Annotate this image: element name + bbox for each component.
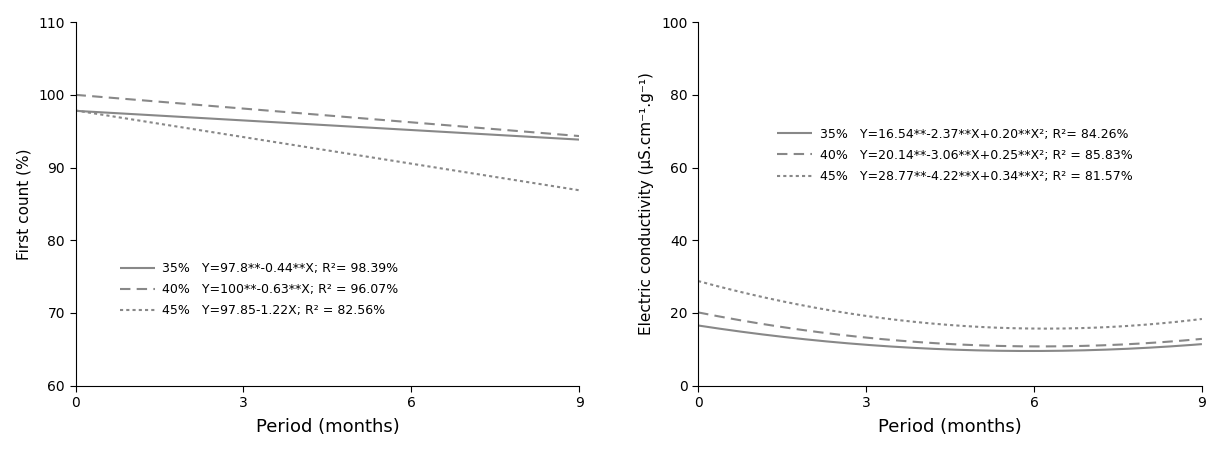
Y-axis label: First count (%): First count (%) [17, 148, 32, 260]
X-axis label: Period (months): Period (months) [878, 418, 1022, 436]
Legend: 35%   Y=97.8**-0.44**X; R²= 98.39%, 40%   Y=100**-0.63**X; R² = 96.07%, 45%   Y=: 35% Y=97.8**-0.44**X; R²= 98.39%, 40% Y=… [116, 258, 402, 321]
X-axis label: Period (months): Period (months) [256, 418, 400, 436]
Legend: 35%   Y=16.54**-2.37**X+0.20**X²; R²= 84.26%, 40%   Y=20.14**-3.06**X+0.25**X²; : 35% Y=16.54**-2.37**X+0.20**X²; R²= 84.2… [774, 124, 1136, 187]
Y-axis label: Electric conductivity (μS.cm⁻¹.g⁻¹): Electric conductivity (μS.cm⁻¹.g⁻¹) [640, 72, 654, 335]
